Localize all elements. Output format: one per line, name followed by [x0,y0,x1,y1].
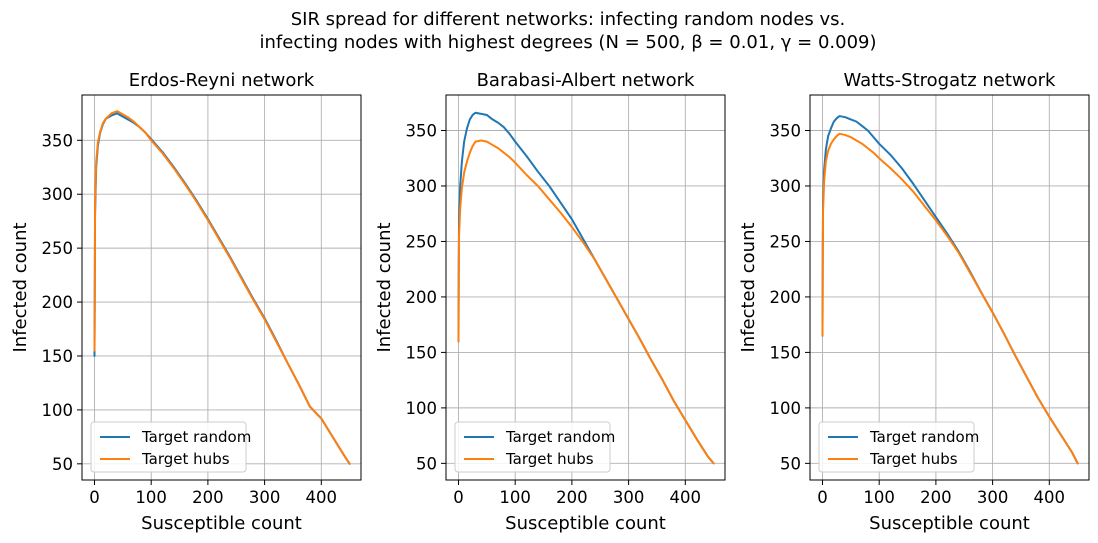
y-tick-label: 50 [780,454,801,473]
series-line-target-hubs [457,139,715,465]
y-tick-label: 250 [770,232,802,251]
series-line-target-hubs [93,110,351,465]
legend-label: Target random [505,428,615,446]
y-tick-label: 250 [406,232,438,251]
y-tick-label: 50 [416,454,437,473]
x-tick-label: 0 [89,488,100,507]
chart-title: Watts-Strogatz network [844,70,1057,91]
y-axis-label: Infected count [10,222,31,352]
x-tick-label: 400 [1034,488,1066,507]
y-axis-label: Infected count [738,222,759,352]
y-tick-label: 100 [770,399,802,418]
y-tick-label: 350 [42,131,74,150]
axes-frame [445,94,726,481]
x-tick-label: 300 [977,488,1009,507]
figure-suptitle-line1: SIR spread for different networks: infec… [291,9,846,30]
x-tick-label: 200 [556,488,588,507]
chart-panel-2: 0 100 200 300 400 50 100 150 200 250 300 350 Barabas… [374,70,726,534]
y-tick-label: 300 [770,177,802,196]
figure-suptitle-line2: infecting nodes with highest degrees (N … [260,32,877,53]
series-line-target-random [93,112,351,465]
y-tick-label: 200 [406,288,438,307]
x-tick-label: 100 [863,488,895,507]
x-tick-label: 300 [613,488,645,507]
legend-label: Target hubs [505,450,594,468]
y-tick-label: 300 [42,185,74,204]
x-axis-label: Susceptible count [505,513,666,534]
legend-label: Target hubs [869,450,958,468]
y-tick-label: 150 [406,343,438,362]
x-tick-label: 100 [499,488,531,507]
legend-label: Target random [141,428,251,446]
y-tick-label: 300 [406,177,438,196]
legend: Target random Target hubs [818,421,979,473]
x-axis-label: Susceptible count [141,513,302,534]
legend: Target random Target hubs [454,421,615,473]
chart-panel-1: 0 100 200 300 400 50 100 150 200 250 300 350 Erdos-R… [10,70,362,534]
y-axis-label: Infected count [374,222,395,352]
axes-frame [809,94,1090,481]
y-tick-label: 150 [42,347,74,366]
legend-label: Target random [869,428,979,446]
x-axis-label: Susceptible count [869,513,1030,534]
legend-label: Target hubs [141,450,230,468]
chart-title: Erdos-Reyni network [129,70,315,91]
y-tick-label: 200 [770,288,802,307]
series-line-target-random [821,115,1079,465]
chart-title: Barabasi-Albert network [477,70,695,91]
x-tick-label: 400 [306,488,338,507]
x-tick-label: 300 [249,488,281,507]
y-tick-label: 250 [42,239,74,258]
y-tick-label: 100 [42,401,74,420]
series-line-target-random [457,111,715,465]
chart-panel-3: 0 100 200 300 400 50 100 150 200 250 300 350 Watts-S… [738,70,1090,534]
x-tick-label: 0 [453,488,464,507]
x-tick-label: 100 [135,488,167,507]
y-tick-label: 350 [406,122,438,141]
axes-frame [81,94,362,481]
x-tick-label: 400 [670,488,702,507]
series-line-target-hubs [821,132,1079,465]
y-tick-label: 50 [52,455,73,474]
y-tick-label: 100 [406,399,438,418]
legend: Target random Target hubs [90,421,251,473]
x-tick-label: 200 [920,488,952,507]
y-tick-label: 350 [770,122,802,141]
x-tick-label: 0 [817,488,828,507]
y-tick-label: 150 [770,343,802,362]
y-tick-label: 200 [42,293,74,312]
x-tick-label: 200 [192,488,224,507]
